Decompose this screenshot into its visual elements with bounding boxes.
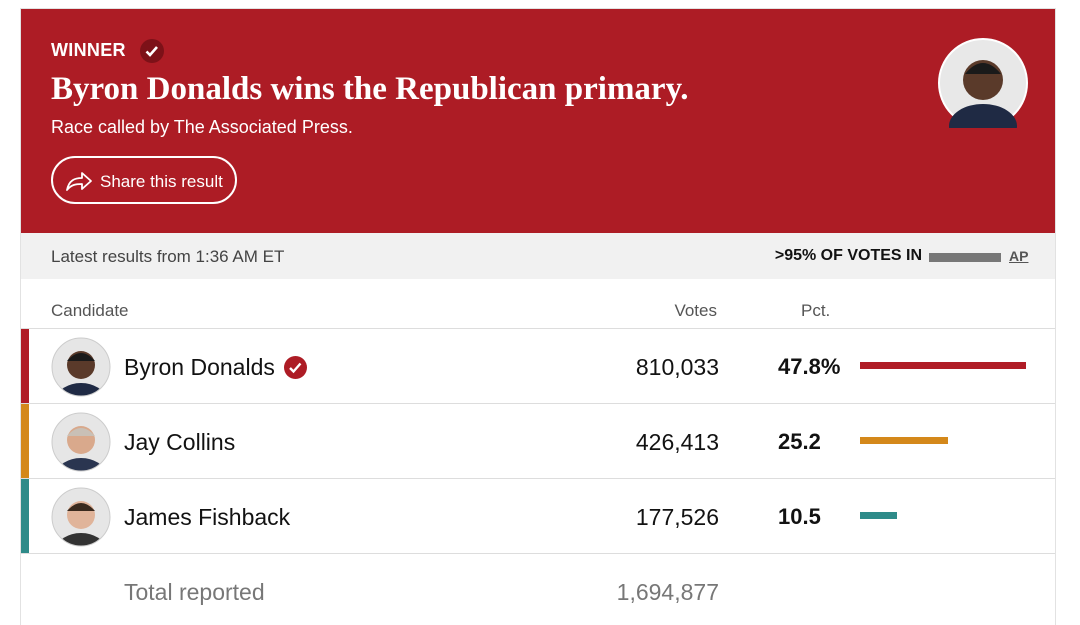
color-strip	[21, 404, 29, 479]
winner-photo	[938, 38, 1028, 128]
percent-bar	[860, 512, 897, 519]
percent: 25.2	[778, 429, 821, 454]
column-header: Votes	[674, 301, 717, 320]
candidate-photo	[51, 412, 111, 472]
color-strip	[21, 329, 29, 404]
winner-check	[283, 356, 307, 379]
candidate-name: Jay Collins	[124, 429, 236, 455]
votes-in: >95% OF VOTES IN	[774, 247, 922, 264]
share-icon	[66, 172, 92, 191]
percent-bar	[860, 362, 1027, 369]
winner-badge: WINNER	[51, 40, 126, 60]
candidate-photo	[51, 487, 111, 547]
winner-banner: WINNER Byron Donalds wins the Republican…	[21, 9, 1055, 233]
vote-count: 426,413	[635, 429, 719, 455]
column-header: Candidate	[51, 301, 129, 320]
vote-count: 177,526	[635, 504, 719, 530]
share-button[interactable]: Share this result	[51, 156, 237, 204]
total-votes: 1,694,877	[616, 579, 719, 605]
color-strip	[21, 479, 29, 554]
total-label: Total reported	[124, 579, 265, 605]
percent: 47.8%	[778, 354, 841, 379]
headline: Byron Donalds wins the Republican primar…	[51, 71, 689, 107]
candidate-row: Jay Collins 426,413 25.2	[21, 403, 1055, 479]
column-header: Pct.	[801, 301, 831, 320]
candidate-name: Byron Donalds	[124, 354, 275, 380]
latest-results: Latest results from 1:36 AM ET	[51, 247, 285, 266]
subtitle: Race called by The Associated Press.	[51, 117, 353, 137]
vote-count: 810,033	[635, 354, 719, 380]
progress-bar	[929, 253, 1001, 262]
candidate-photo	[51, 337, 111, 397]
check-icon	[140, 39, 164, 63]
candidate-row: James Fishback 177,526 10.5	[21, 478, 1055, 554]
source-link[interactable]: AP	[1009, 248, 1029, 264]
percent-bar	[860, 437, 948, 444]
results-card: WINNER Byron Donalds wins the Republican…	[20, 8, 1056, 625]
total-row: Total reported 1,694,877	[21, 553, 1055, 625]
share-label: Share this result	[100, 172, 223, 191]
candidate-row: Byron Donalds 810,033 47.8%	[21, 328, 1055, 404]
percent: 10.5	[778, 504, 821, 529]
candidate-name: James Fishback	[124, 504, 291, 530]
status-bar: Latest results from 1:36 AM ET >95% OF V…	[21, 233, 1055, 279]
